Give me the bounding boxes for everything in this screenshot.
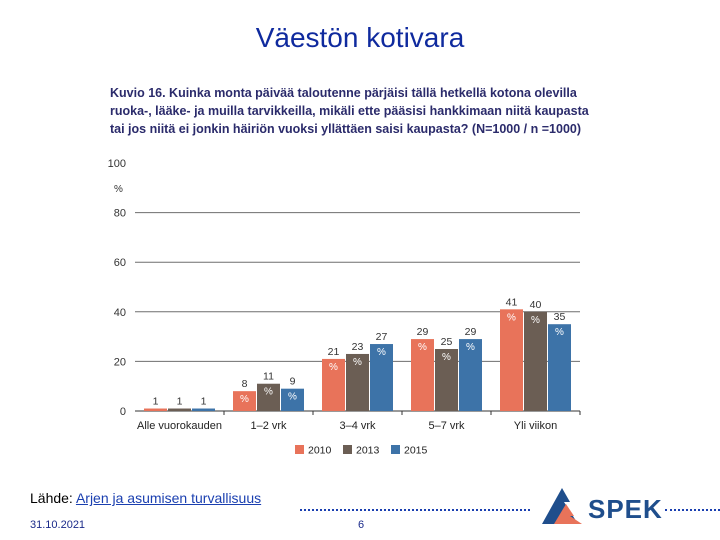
bar [144, 408, 167, 411]
bar [548, 324, 571, 411]
bar-value-label: 25 [441, 336, 453, 348]
bar-value-unit: % [353, 357, 362, 368]
bar-value-unit: % [264, 387, 273, 398]
bar [192, 408, 215, 411]
bar [500, 309, 523, 411]
y-tick-label: 60 [114, 257, 126, 269]
bar-value-unit: % [442, 352, 451, 363]
bar [346, 353, 369, 411]
bar [233, 391, 256, 411]
logo-text: SPEK [588, 494, 663, 524]
footer-page-number: 6 [358, 519, 365, 531]
source-line: Lähde: Arjen ja asumisen turvallisuus [30, 490, 261, 506]
bar [370, 344, 393, 411]
bar-value-label: 1 [201, 396, 207, 408]
footer-dots-left [300, 509, 530, 511]
legend-label: 2010 [308, 445, 332, 457]
footer-date: 31.10.2021 [30, 519, 86, 531]
legend-swatch [391, 445, 400, 454]
bar-value-unit: % [555, 327, 564, 338]
bar-value-label: 41 [506, 296, 518, 308]
y-tick-label: 0 [120, 406, 126, 418]
bar-value-unit: % [466, 342, 475, 353]
bar [281, 388, 304, 411]
bar-value-unit: % [329, 362, 338, 373]
bar-value-label: 9 [290, 376, 296, 388]
bar-value-label: 27 [376, 331, 388, 343]
legend-swatch [343, 445, 352, 454]
x-tick-label: Alle vuorokauden [137, 420, 222, 432]
legend-label: 2015 [404, 445, 428, 457]
bar-value-label: 21 [328, 346, 340, 358]
bar [411, 339, 434, 411]
legend-swatch [295, 445, 304, 454]
x-tick-label: 5–7 vrk [428, 420, 465, 432]
source-link[interactable]: Arjen ja asumisen turvallisuus [75, 490, 262, 506]
y-tick-label: 100 [108, 158, 126, 170]
x-tick-label: Yli viikon [514, 420, 557, 432]
bar-value-label: 1 [153, 396, 159, 408]
bar-value-unit: % [418, 342, 427, 353]
bar-value-unit: % [288, 392, 297, 403]
bar-value-label: 1 [177, 396, 183, 408]
bar [257, 383, 280, 411]
bar-value-label: 40 [530, 299, 542, 311]
y-tick-label: 20 [114, 356, 126, 368]
bar-value-label: 23 [352, 341, 364, 353]
bar [524, 311, 547, 411]
bar-value-label: 29 [417, 326, 429, 338]
x-tick-label: 3–4 vrk [339, 420, 376, 432]
bar [168, 408, 191, 411]
footer-dots-right [665, 509, 720, 511]
bar [322, 358, 345, 411]
bar-value-label: 35 [554, 311, 566, 323]
x-tick-label: 1–2 vrk [250, 420, 287, 432]
bar-value-label: 29 [465, 326, 477, 338]
slide-title: Väestön kotivara [255, 22, 465, 53]
y-axis-label: % [114, 184, 123, 195]
bar-value-unit: % [377, 347, 386, 358]
bar-value-unit: % [507, 312, 516, 323]
bar [459, 339, 482, 411]
spek-logo: SPEK [540, 486, 663, 526]
source-label: Lähde: [30, 490, 76, 506]
chart-caption: Kuvio 16. Kuinka monta päivää taloutenne… [110, 86, 589, 136]
legend-label: 2013 [356, 445, 380, 457]
bar [435, 349, 458, 411]
y-tick-label: 40 [114, 307, 126, 319]
flame-icon [542, 488, 582, 524]
bar-value-unit: % [240, 394, 249, 405]
bar-value-unit: % [531, 315, 540, 326]
bar-value-label: 11 [263, 371, 274, 383]
y-tick-label: 80 [114, 208, 126, 220]
bar-value-label: 8 [242, 378, 248, 390]
